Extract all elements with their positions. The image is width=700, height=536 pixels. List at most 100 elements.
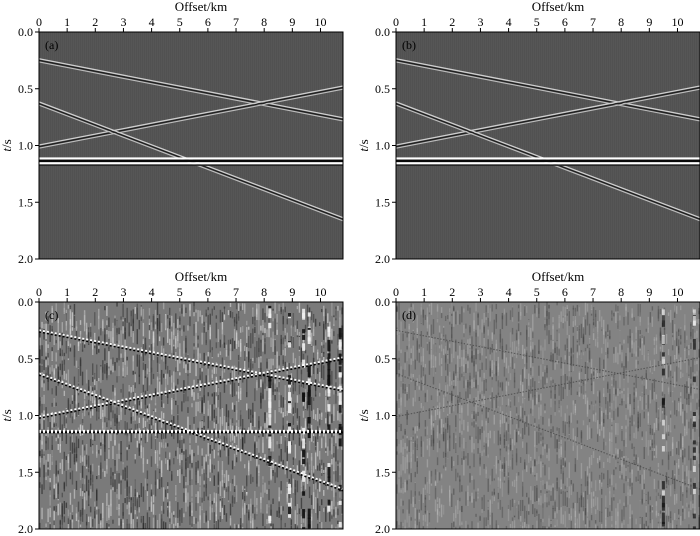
- noise-trace: [469, 349, 471, 358]
- noise-trace: [560, 439, 562, 445]
- noise-trace: [489, 499, 491, 516]
- noise-trace: [469, 496, 471, 502]
- noise-trace: [162, 499, 165, 514]
- noise-trace: [160, 477, 163, 488]
- noise-trace: [416, 378, 418, 386]
- noise-trace: [100, 403, 102, 419]
- noise-trace: [154, 408, 157, 413]
- noise-trace: [241, 526, 244, 529]
- noise-trace: [546, 310, 548, 326]
- noise-trace: [675, 493, 678, 504]
- noise-trace: [457, 368, 459, 380]
- noise-trace: [696, 322, 698, 331]
- noise-trace: [45, 359, 47, 373]
- noise-trace: [449, 347, 451, 364]
- noise-trace: [538, 407, 540, 420]
- noise-trace: [491, 392, 493, 409]
- noise-trace: [558, 407, 560, 411]
- noise-trace: [511, 357, 514, 370]
- noise-trace: [477, 312, 479, 326]
- noise-trace: [142, 369, 145, 385]
- noise-trace: [185, 462, 187, 477]
- noise-trace: [83, 344, 86, 348]
- noise-trace: [532, 341, 534, 349]
- noise-trace: [211, 435, 213, 450]
- noise-trace: [221, 497, 224, 508]
- noise-trace: [552, 483, 554, 488]
- noise-trace: [276, 354, 278, 364]
- noise-trace: [570, 377, 573, 388]
- noise-trace: [323, 323, 325, 340]
- noise-trace: [623, 378, 625, 391]
- noise-trace: [455, 372, 457, 376]
- noise-trace: [623, 379, 625, 389]
- noise-trace: [554, 383, 556, 400]
- noise-trace: [639, 413, 641, 427]
- noise-trace: [629, 335, 631, 353]
- noise-trace: [542, 480, 544, 486]
- noise-trace: [183, 476, 185, 489]
- noise-trace: [61, 492, 64, 498]
- noise-trace: [564, 460, 566, 467]
- noise-column: [288, 375, 292, 385]
- noise-trace: [540, 432, 542, 442]
- noise-trace: [696, 385, 698, 394]
- noise-trace: [189, 515, 191, 525]
- noise-trace: [276, 374, 278, 381]
- noise-trace: [120, 441, 122, 455]
- noise-trace: [675, 331, 678, 347]
- noise-trace: [564, 485, 566, 490]
- noise-trace: [438, 411, 441, 421]
- noise-trace: [406, 435, 408, 451]
- noise-trace: [643, 411, 645, 419]
- noise-trace: [104, 306, 106, 311]
- noise-trace: [71, 395, 74, 401]
- noise-trace: [461, 430, 463, 435]
- noise-trace: [479, 377, 481, 395]
- noise-trace: [274, 391, 276, 395]
- noise-trace: [94, 312, 96, 326]
- noise-trace: [653, 478, 656, 490]
- noise-trace: [49, 495, 51, 506]
- noise-trace: [603, 393, 605, 397]
- noise-trace: [126, 481, 128, 497]
- noise-trace: [588, 323, 591, 336]
- noise-trace: [534, 445, 536, 460]
- noise-trace: [556, 519, 558, 527]
- noise-trace: [154, 470, 157, 485]
- noise-trace: [434, 344, 437, 361]
- x-tick-label: 3: [120, 285, 126, 299]
- noise-trace: [276, 323, 278, 331]
- noise-trace: [69, 436, 72, 451]
- noise-trace: [215, 521, 218, 529]
- noise-trace: [282, 318, 284, 331]
- noise-trace: [337, 502, 339, 506]
- noise-trace: [678, 328, 680, 332]
- noise-column: [692, 416, 696, 422]
- noise-column: [268, 322, 272, 329]
- noise-trace: [442, 451, 445, 458]
- noise-trace: [440, 474, 443, 478]
- noise-trace: [106, 370, 108, 381]
- noise-trace: [124, 339, 126, 357]
- noise-trace: [570, 518, 573, 529]
- noise-trace: [92, 409, 94, 416]
- noise-trace: [187, 361, 189, 371]
- noise-trace: [601, 498, 603, 513]
- noise-trace: [471, 436, 473, 453]
- noise-trace: [548, 308, 550, 313]
- noise-trace: [100, 522, 102, 529]
- noise-trace: [528, 510, 530, 515]
- noise-trace: [231, 338, 234, 352]
- x-tick-label: 0: [393, 15, 399, 29]
- noise-trace: [530, 367, 532, 376]
- noise-trace: [150, 425, 153, 429]
- noise-trace: [183, 393, 185, 403]
- noise-trace: [659, 333, 662, 341]
- noise-trace: [282, 337, 284, 345]
- noise-trace: [89, 506, 92, 513]
- noise-trace: [213, 524, 216, 529]
- noise-trace: [262, 383, 264, 398]
- noise-trace: [412, 397, 414, 407]
- noise-trace: [449, 435, 451, 452]
